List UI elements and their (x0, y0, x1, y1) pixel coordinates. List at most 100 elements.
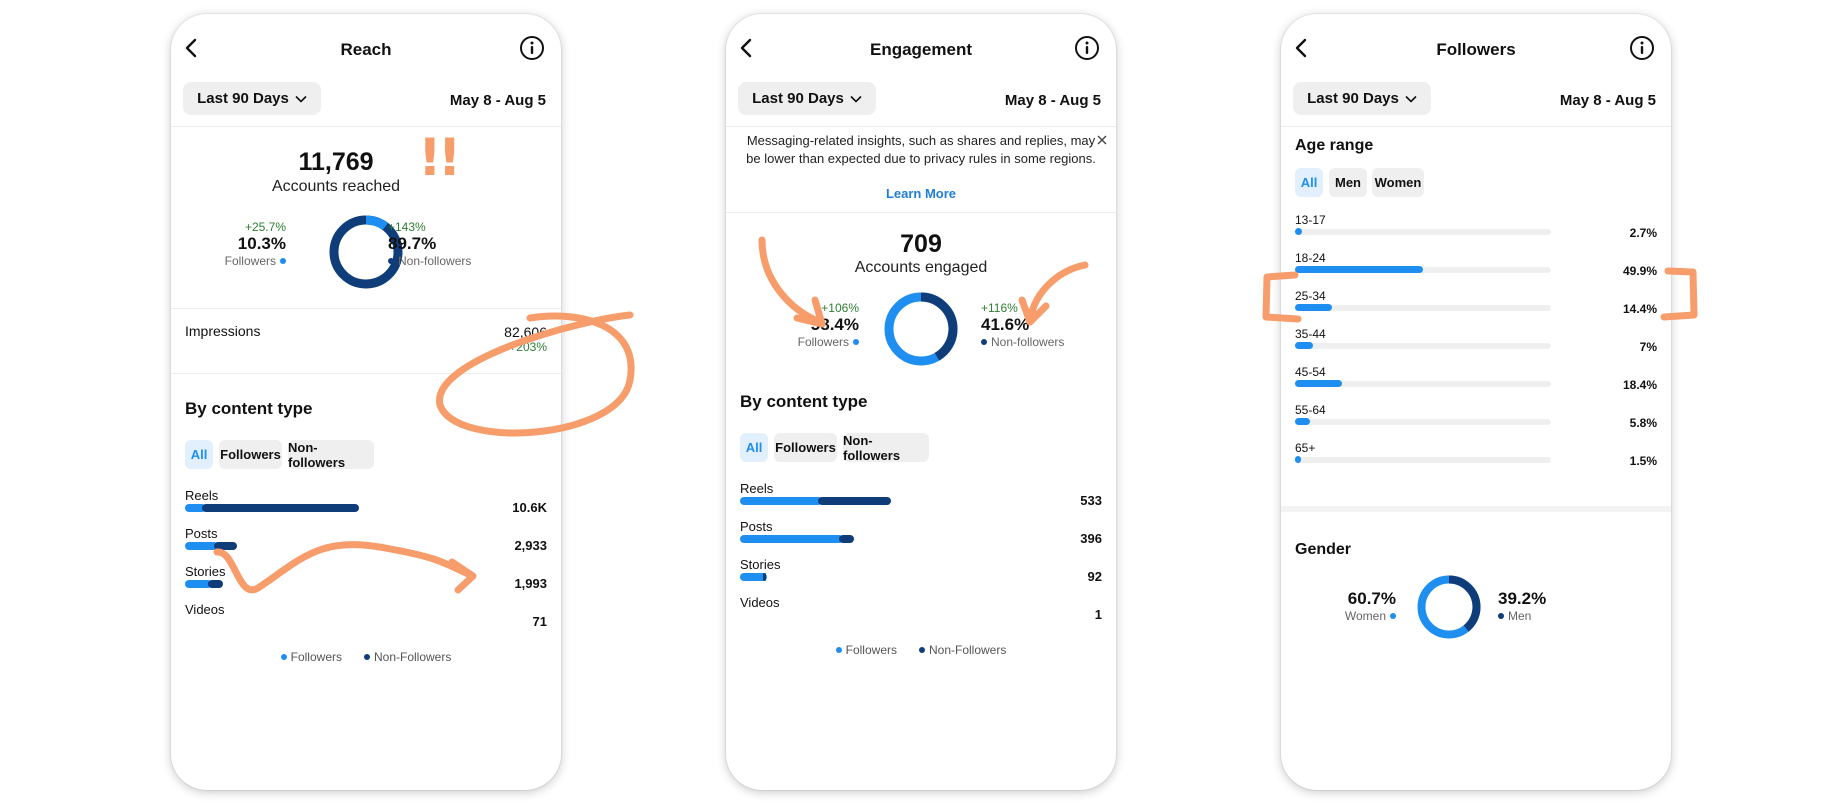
row-value: 2,933 (514, 538, 547, 553)
content-type-title: By content type (185, 399, 313, 418)
women-percent: 60.7% (1347, 589, 1396, 608)
men-stat: 39.2% Men (1498, 589, 1546, 623)
filter-chip-all[interactable]: All (185, 440, 213, 469)
filter-chip-men[interactable]: Men (1329, 168, 1367, 197)
donut-non-followers-arc (884, 292, 958, 366)
bar-followers-posts (185, 542, 218, 550)
gender-donut-chart (1417, 575, 1481, 639)
row-label: Videos (185, 602, 225, 617)
section-separator (1281, 506, 1671, 512)
age-track-25-34 (1295, 305, 1551, 311)
divider (171, 373, 561, 374)
privacy-notice: Messaging-related insights, such as shar… (746, 133, 1096, 166)
row-label: Reels (740, 481, 774, 496)
back-arrow-icon[interactable] (1290, 36, 1314, 60)
back-arrow-icon[interactable] (180, 36, 204, 60)
age-track-13-17 (1295, 229, 1551, 235)
legend-non-followers: Non-Followers (364, 650, 451, 664)
legend-non-followers-label: Non-Followers (374, 650, 452, 664)
followers-dot (280, 258, 286, 264)
age-bar-25-34 (1295, 304, 1332, 311)
impressions-label: Impressions (185, 323, 261, 339)
date-range-text: May 8 - Aug 5 (1004, 92, 1101, 109)
info-icon[interactable] (1629, 35, 1655, 61)
non-followers-dot (388, 258, 394, 264)
age-label: 55-64 (1295, 403, 1326, 417)
followers-stat: +106% 58.4% Followers (726, 301, 859, 349)
chart-legend: Followers Non-Followers (726, 643, 1116, 657)
women-stat: 60.7% Women (1281, 589, 1396, 623)
engagement-donut-chart (884, 292, 958, 366)
legend-followers-label: Followers (290, 650, 342, 664)
age-label: 45-54 (1295, 365, 1326, 379)
men-dot (1498, 613, 1504, 619)
date-range-dropdown[interactable]: Last 90 Days (738, 82, 876, 115)
men-label: Men (1508, 609, 1532, 623)
reach-screen: Reach Last 90 Days May 8 - Aug 5 11,769 … (171, 14, 561, 790)
filter-chip-non-followers[interactable]: Non-followers (843, 433, 929, 463)
age-label: 65+ (1295, 441, 1316, 455)
bar-non-followers-stories (208, 580, 223, 588)
donut-followers-arc (329, 215, 403, 289)
filter-chip-all[interactable]: All (1295, 168, 1323, 197)
row-label: Stories (185, 564, 226, 579)
non-followers-change: +116% (981, 301, 1018, 315)
non-followers-label: Non-followers (398, 254, 472, 268)
age-bar-18-24 (1295, 266, 1423, 273)
age-bar-35-44 (1295, 342, 1313, 349)
filter-chip-followers[interactable]: Followers (219, 440, 282, 469)
legend-non-followers-dot (364, 654, 370, 660)
legend-followers-label: Followers (845, 643, 897, 657)
bar-followers-reels (740, 497, 822, 505)
age-value: 7% (1639, 340, 1657, 354)
back-arrow-icon[interactable] (735, 36, 759, 60)
age-value: 49.9% (1622, 264, 1657, 278)
age-label: 25-34 (1295, 289, 1326, 303)
divider (171, 126, 561, 127)
age-track-45-54 (1295, 381, 1551, 387)
divider (726, 212, 1116, 213)
age-value: 5.8% (1629, 416, 1657, 430)
legend-non-followers: Non-Followers (919, 643, 1006, 657)
bar-followers-stories (185, 580, 212, 588)
bar-non-followers-reels (202, 504, 359, 512)
women-dot (1390, 613, 1396, 619)
age-bar-45-54 (1295, 380, 1342, 387)
row-value: 396 (1080, 531, 1102, 546)
filter-chip-followers[interactable]: Followers (774, 433, 837, 462)
date-range-dropdown[interactable]: Last 90 Days (183, 82, 321, 115)
divider (726, 126, 1116, 127)
row-label: Stories (740, 557, 781, 572)
age-bar-13-17 (1295, 228, 1302, 235)
filter-chip-all[interactable]: All (740, 433, 768, 462)
reach-donut-chart (329, 215, 403, 289)
close-icon[interactable] (1096, 134, 1108, 146)
women-label: Women (1344, 609, 1386, 623)
date-range-dropdown[interactable]: Last 90 Days (1293, 82, 1431, 115)
learn-more-link[interactable]: Learn More (885, 186, 957, 201)
row-label: Videos (740, 595, 780, 610)
age-track-18-24 (1295, 267, 1551, 273)
legend-non-followers-label: Non-Followers (929, 643, 1007, 657)
legend-followers-dot (835, 647, 842, 653)
content-type-title: By content type (740, 392, 868, 411)
row-value: 1,993 (514, 576, 547, 591)
date-range-dropdown-label: Last 90 Days (1307, 90, 1399, 107)
page-title: Engagement (869, 40, 973, 59)
row-label: Posts (740, 519, 773, 534)
row-value: 71 (532, 614, 547, 629)
filter-chip-non-followers[interactable]: Non-followers (288, 440, 374, 470)
bar-followers-stories (740, 573, 767, 581)
impressions-stat: 82,606 +203% (504, 324, 547, 354)
bar-non-followers-posts (839, 535, 854, 543)
filter-chip-women[interactable]: Women (1372, 168, 1424, 197)
row-label: Posts (185, 526, 218, 541)
gender-title: Gender (1295, 541, 1352, 558)
followers-label: Followers (797, 335, 849, 349)
non-followers-change: +143% (388, 220, 426, 234)
age-value: 1.5% (1629, 454, 1657, 468)
non-followers-stat: +143% 89.7% Non-followers (388, 220, 471, 268)
chevron-down-icon (1405, 95, 1417, 103)
info-icon[interactable] (519, 35, 545, 61)
info-icon[interactable] (1074, 35, 1100, 61)
